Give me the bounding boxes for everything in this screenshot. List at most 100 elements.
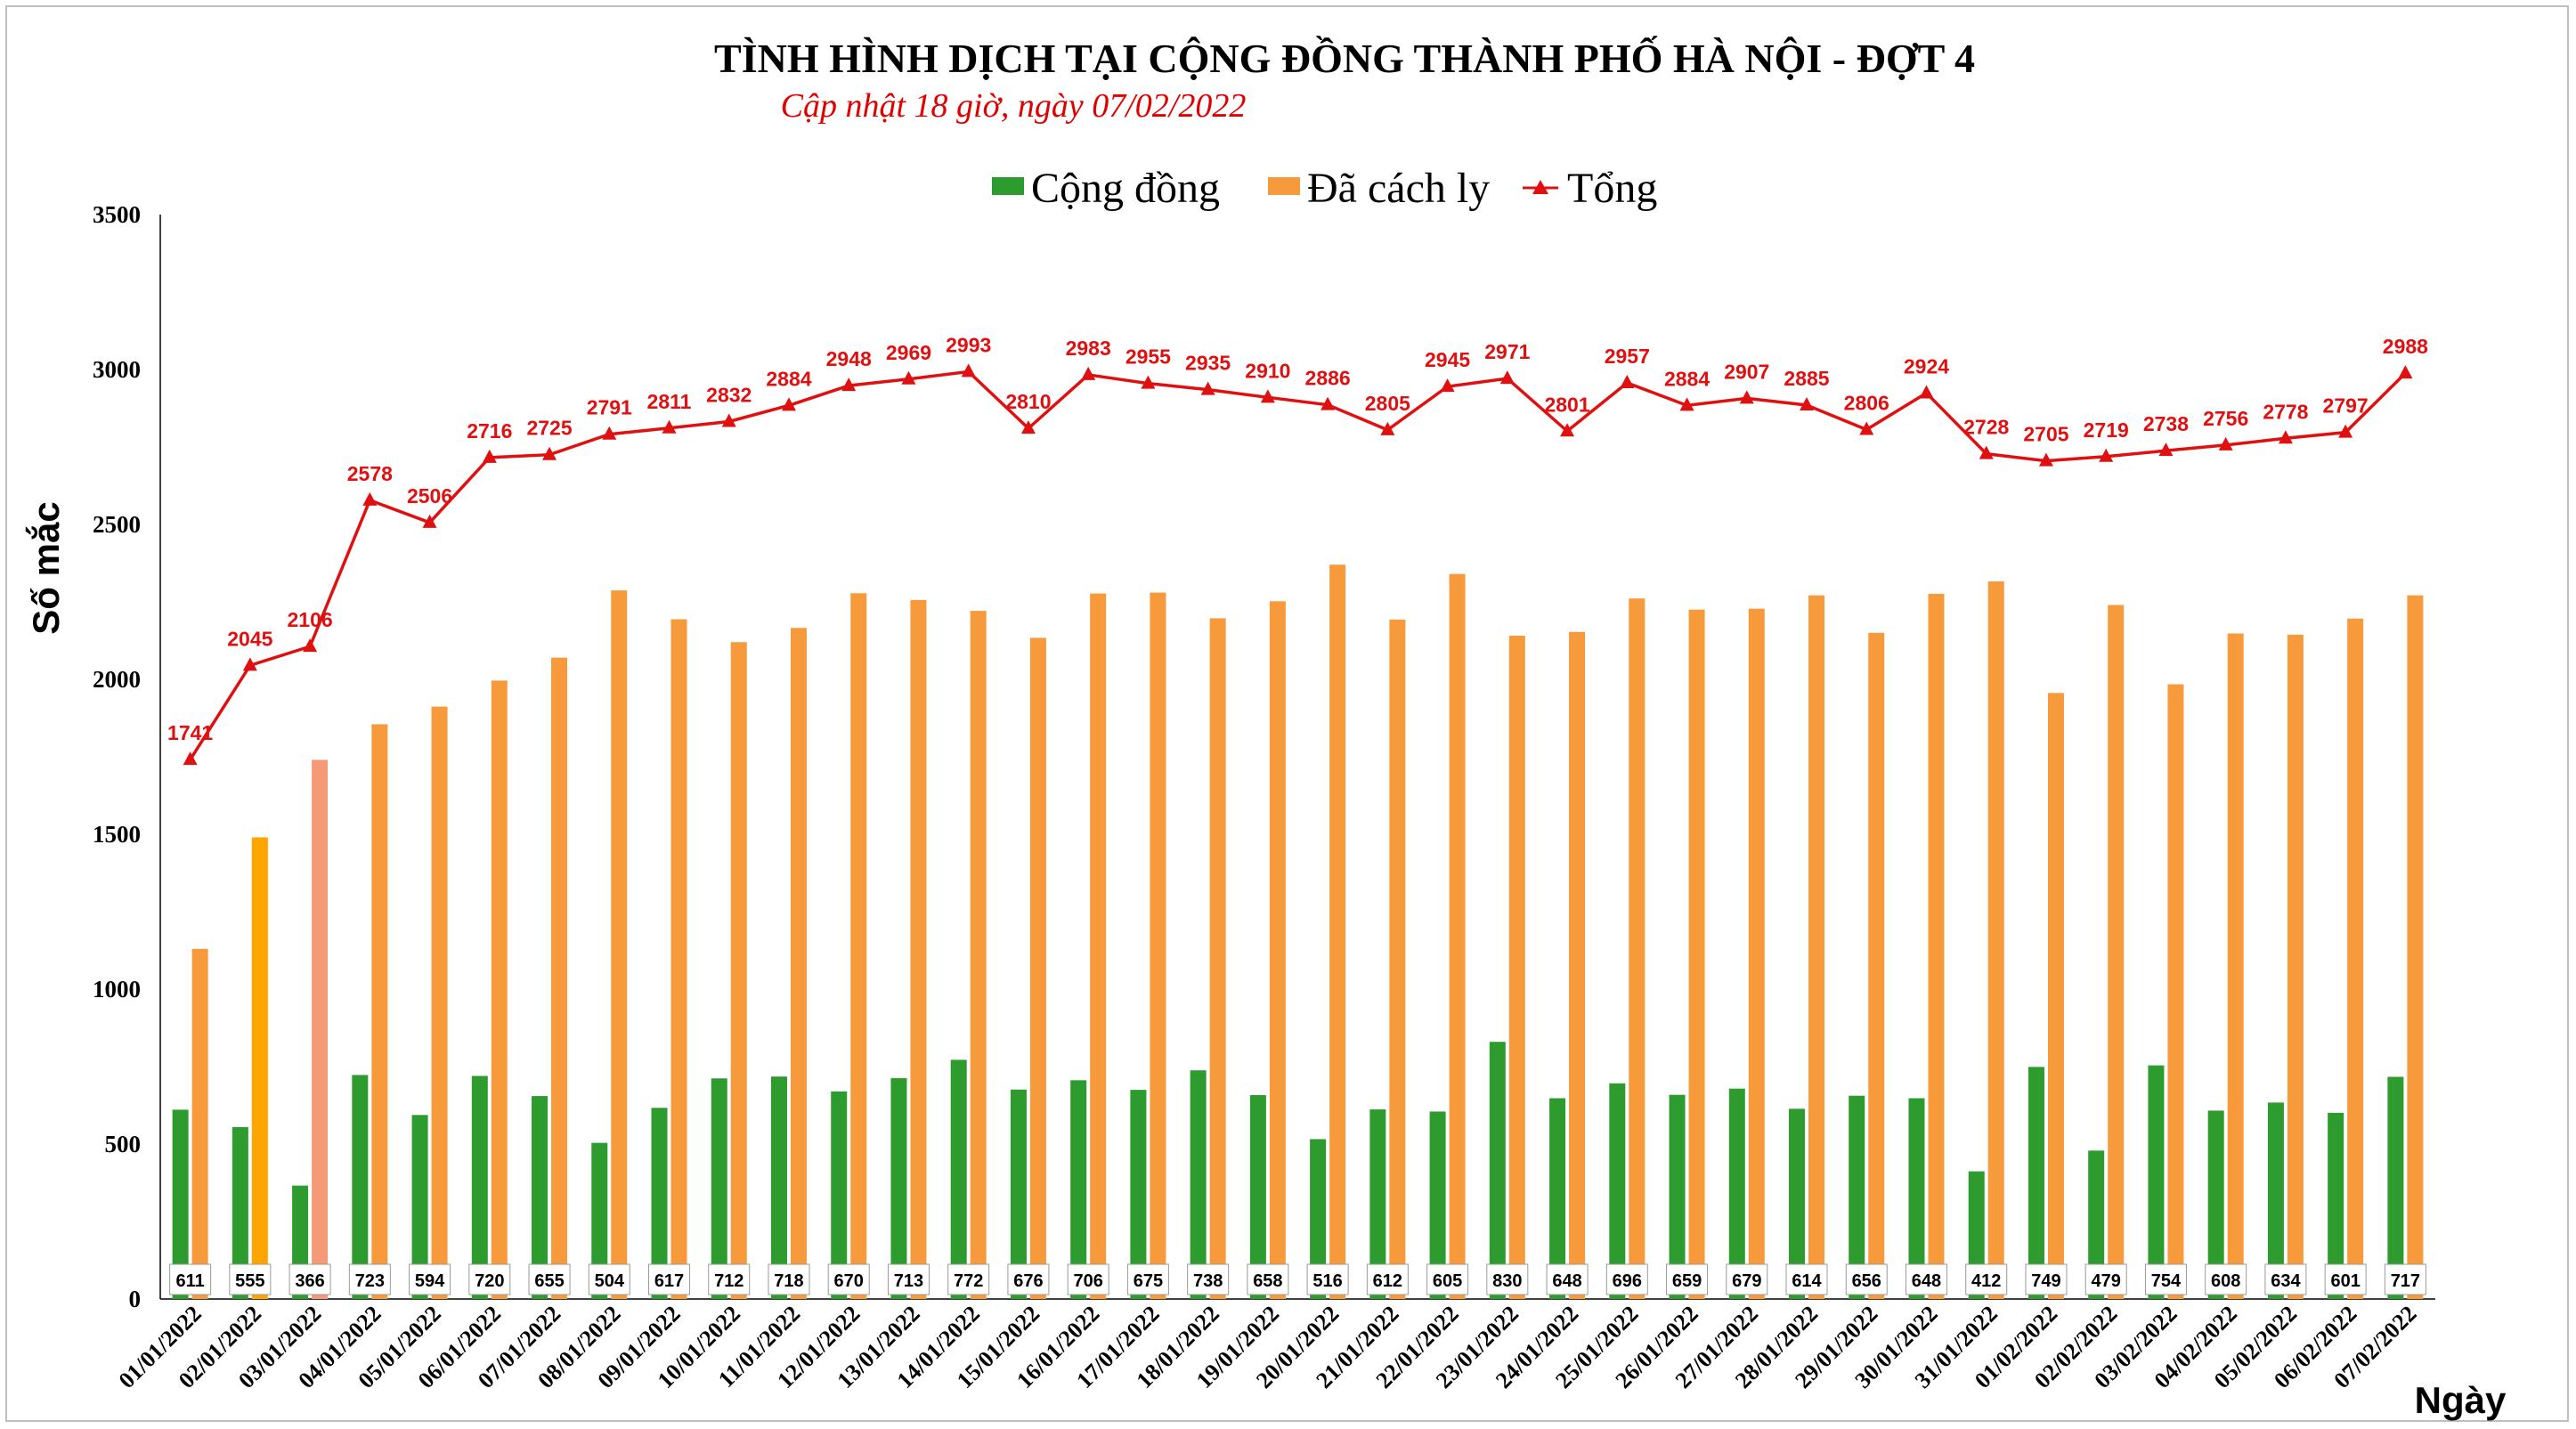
cong-dong-label-box: [1845, 1263, 1888, 1295]
bar-cong-dong: [1429, 1111, 1446, 1299]
legend-swatch-cong-dong: [992, 177, 1024, 195]
total-value-label: 2993: [946, 333, 991, 356]
total-line: [183, 363, 2413, 766]
cong-dong-label-box: [1905, 1263, 1947, 1295]
cong-dong-label-box: [827, 1263, 870, 1295]
data-labels: 611 555 366 723 594 720 655 504 617 712 718 670 713 7…: [167, 333, 2428, 1295]
total-marker: [1380, 421, 1395, 435]
total-value-label: 2971: [1484, 340, 1530, 363]
total-marker: [2218, 436, 2233, 451]
bar-cong-dong: [2207, 1110, 2224, 1299]
bar-cong-dong: [1728, 1088, 1745, 1299]
cong-dong-value-label: 675: [1134, 1271, 1163, 1291]
total-value-label: 2728: [1963, 416, 2009, 439]
total-value-label: 2810: [1005, 390, 1051, 413]
chart-subtitle: Cập nhật 18 giờ, ngày 07/02/2022: [781, 87, 1247, 125]
total-value-label: 2806: [1844, 392, 1889, 415]
total-marker: [841, 378, 857, 392]
cong-dong-value-label: 706: [1073, 1271, 1102, 1291]
legend-label-da-cach-ly: Đã cách ly: [1307, 165, 1490, 212]
cong-dong-label-box: [348, 1263, 391, 1295]
y-tick-label: 1500: [93, 821, 141, 848]
cong-dong-value-label: 612: [1373, 1271, 1402, 1291]
total-marker: [1859, 421, 1874, 435]
bar-da-cach-ly: [2347, 618, 2364, 1299]
bar-da-cach-ly: [970, 611, 987, 1299]
cong-dong-value-label: 659: [1672, 1271, 1702, 1291]
cong-dong-value-label: 412: [1971, 1271, 2001, 1291]
legend-swatch-da-cach-ly: [1268, 177, 1300, 195]
y-tick-label: 3500: [93, 201, 141, 228]
y-tick-label: 3000: [93, 356, 141, 383]
bar-da-cach-ly: [1808, 595, 1825, 1299]
bar-da-cach-ly: [1090, 593, 1107, 1299]
total-value-label: 2716: [467, 419, 512, 443]
bar-da-cach-ly: [910, 599, 927, 1299]
cong-dong-value-label: 712: [714, 1271, 744, 1291]
total-marker: [1020, 420, 1036, 434]
y-tick-label: 1000: [93, 976, 141, 1003]
chart-svg: TÌNH HÌNH DỊCH TẠI CỘNG ĐỒNG THÀNH PHỐ H…: [24, 35, 2507, 1421]
bar-cong-dong: [2387, 1076, 2404, 1299]
bar-cong-dong: [1908, 1098, 1925, 1299]
total-marker: [2278, 430, 2293, 444]
bar-da-cach-ly: [1329, 564, 1346, 1299]
x-axis-ticks: 01/01/202202/01/202203/01/202204/01/2022…: [114, 1301, 2422, 1393]
bar-cong-dong: [651, 1108, 668, 1299]
total-value-label: 2955: [1125, 345, 1171, 369]
bar-cong-dong: [831, 1091, 848, 1299]
bar-da-cach-ly: [2047, 693, 2064, 1299]
cong-dong-label-box: [1785, 1263, 1828, 1295]
bar-da-cach-ly: [850, 593, 867, 1299]
total-marker: [183, 751, 198, 766]
legend-label-cong-dong: Cộng đồng: [1031, 165, 1220, 212]
cong-dong-label-box: [1726, 1263, 1768, 1295]
total-marker: [1141, 375, 1156, 389]
total-value-label: 2948: [826, 347, 872, 370]
bar-da-cach-ly: [1569, 631, 1586, 1299]
bar-cong-dong: [1249, 1095, 1266, 1299]
cong-dong-label-box: [2144, 1263, 2187, 1295]
cong-dong-value-label: 696: [1613, 1271, 1642, 1291]
cong-dong-value-label: 717: [2391, 1271, 2420, 1291]
bar-cong-dong: [1489, 1042, 1506, 1299]
cong-dong-label-box: [648, 1263, 691, 1295]
cong-dong-value-label: 723: [355, 1271, 385, 1291]
cong-dong-value-label: 608: [2211, 1271, 2240, 1291]
bar-da-cach-ly: [2287, 634, 2304, 1299]
total-marker: [1260, 389, 1275, 403]
legend-marker-tong: [1532, 180, 1548, 194]
bar-da-cach-ly: [1150, 592, 1166, 1299]
cong-dong-label-box: [887, 1263, 930, 1295]
bar-da-cach-ly: [1748, 608, 1765, 1299]
cong-dong-label-box: [1605, 1263, 1648, 1295]
y-tick-label: 2000: [93, 666, 141, 693]
x-axis-label: Ngày: [2415, 1379, 2507, 1421]
bar-da-cach-ly: [1629, 598, 1646, 1299]
bar-da-cach-ly: [1449, 573, 1466, 1299]
total-marker: [901, 370, 916, 385]
bar-cong-dong: [1070, 1080, 1087, 1299]
bar-da-cach-ly: [790, 628, 807, 1299]
bar-cong-dong: [1789, 1108, 1806, 1299]
cong-dong-value-label: 655: [534, 1271, 564, 1291]
total-value-label: 2832: [706, 383, 752, 406]
cong-dong-label-box: [768, 1263, 810, 1295]
bar-cong-dong: [471, 1076, 488, 1299]
bar-cong-dong: [950, 1060, 967, 1299]
cong-dong-value-label: 670: [834, 1271, 864, 1291]
bar-cong-dong: [1849, 1095, 1865, 1299]
total-marker: [1081, 366, 1096, 380]
cong-dong-label-box: [588, 1263, 630, 1295]
bar-da-cach-ly: [1269, 601, 1286, 1299]
total-marker: [1499, 370, 1515, 385]
cong-dong-label-box: [1067, 1263, 1109, 1295]
cong-dong-label-box: [2264, 1263, 2307, 1295]
cong-dong-label-box: [1007, 1263, 1050, 1295]
total-marker: [1560, 423, 1575, 437]
total-value-label: 2738: [2143, 412, 2189, 435]
y-tick-label: 500: [105, 1131, 142, 1157]
bar-da-cach-ly: [1029, 637, 1046, 1299]
bar-cong-dong: [352, 1075, 369, 1299]
total-marker: [2099, 448, 2114, 462]
